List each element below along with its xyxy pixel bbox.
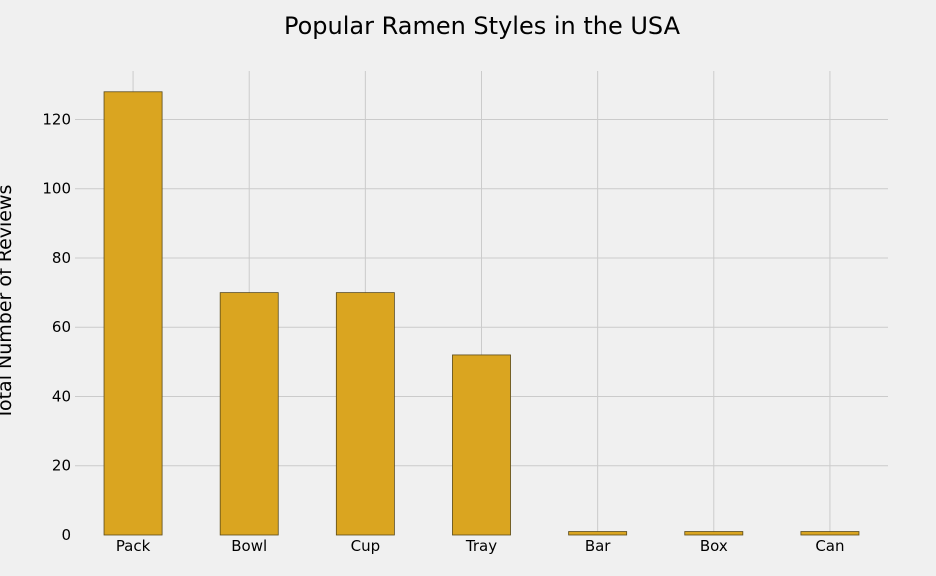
bar-can bbox=[800, 531, 860, 536]
y-tick-label: 60 bbox=[52, 318, 71, 336]
y-tick-label: 100 bbox=[42, 180, 71, 198]
bar-box bbox=[684, 531, 744, 536]
y-tick-label: 80 bbox=[52, 249, 71, 267]
x-tick-label: Tray bbox=[465, 537, 497, 555]
x-tick-label: Bowl bbox=[231, 537, 267, 555]
x-tick-label: Box bbox=[700, 537, 728, 555]
bars bbox=[103, 91, 860, 536]
chart-title: Popular Ramen Styles in the USA bbox=[284, 12, 681, 40]
y-tick-label: 0 bbox=[61, 526, 71, 544]
grid bbox=[75, 71, 888, 535]
bar-pack bbox=[103, 91, 163, 536]
bar-tray bbox=[452, 354, 511, 536]
x-tick-label: Bar bbox=[585, 537, 611, 555]
y-tick-label: 120 bbox=[42, 110, 71, 128]
x-tick-label: Can bbox=[815, 537, 844, 555]
y-axis-ticks: 0 20 40 60 80 100 120 bbox=[42, 110, 71, 544]
bar-bowl bbox=[219, 292, 279, 536]
x-axis-ticks: Pack Bowl Cup Tray Bar Box Can bbox=[116, 537, 845, 555]
bar-cup bbox=[335, 292, 395, 536]
bar-bar bbox=[568, 531, 628, 536]
x-tick-label: Pack bbox=[116, 537, 151, 555]
y-tick-label: 40 bbox=[52, 387, 71, 405]
y-axis-label: Total Number of Reviews bbox=[0, 185, 16, 421]
y-tick-label: 20 bbox=[52, 457, 71, 475]
x-tick-label: Cup bbox=[351, 537, 381, 555]
